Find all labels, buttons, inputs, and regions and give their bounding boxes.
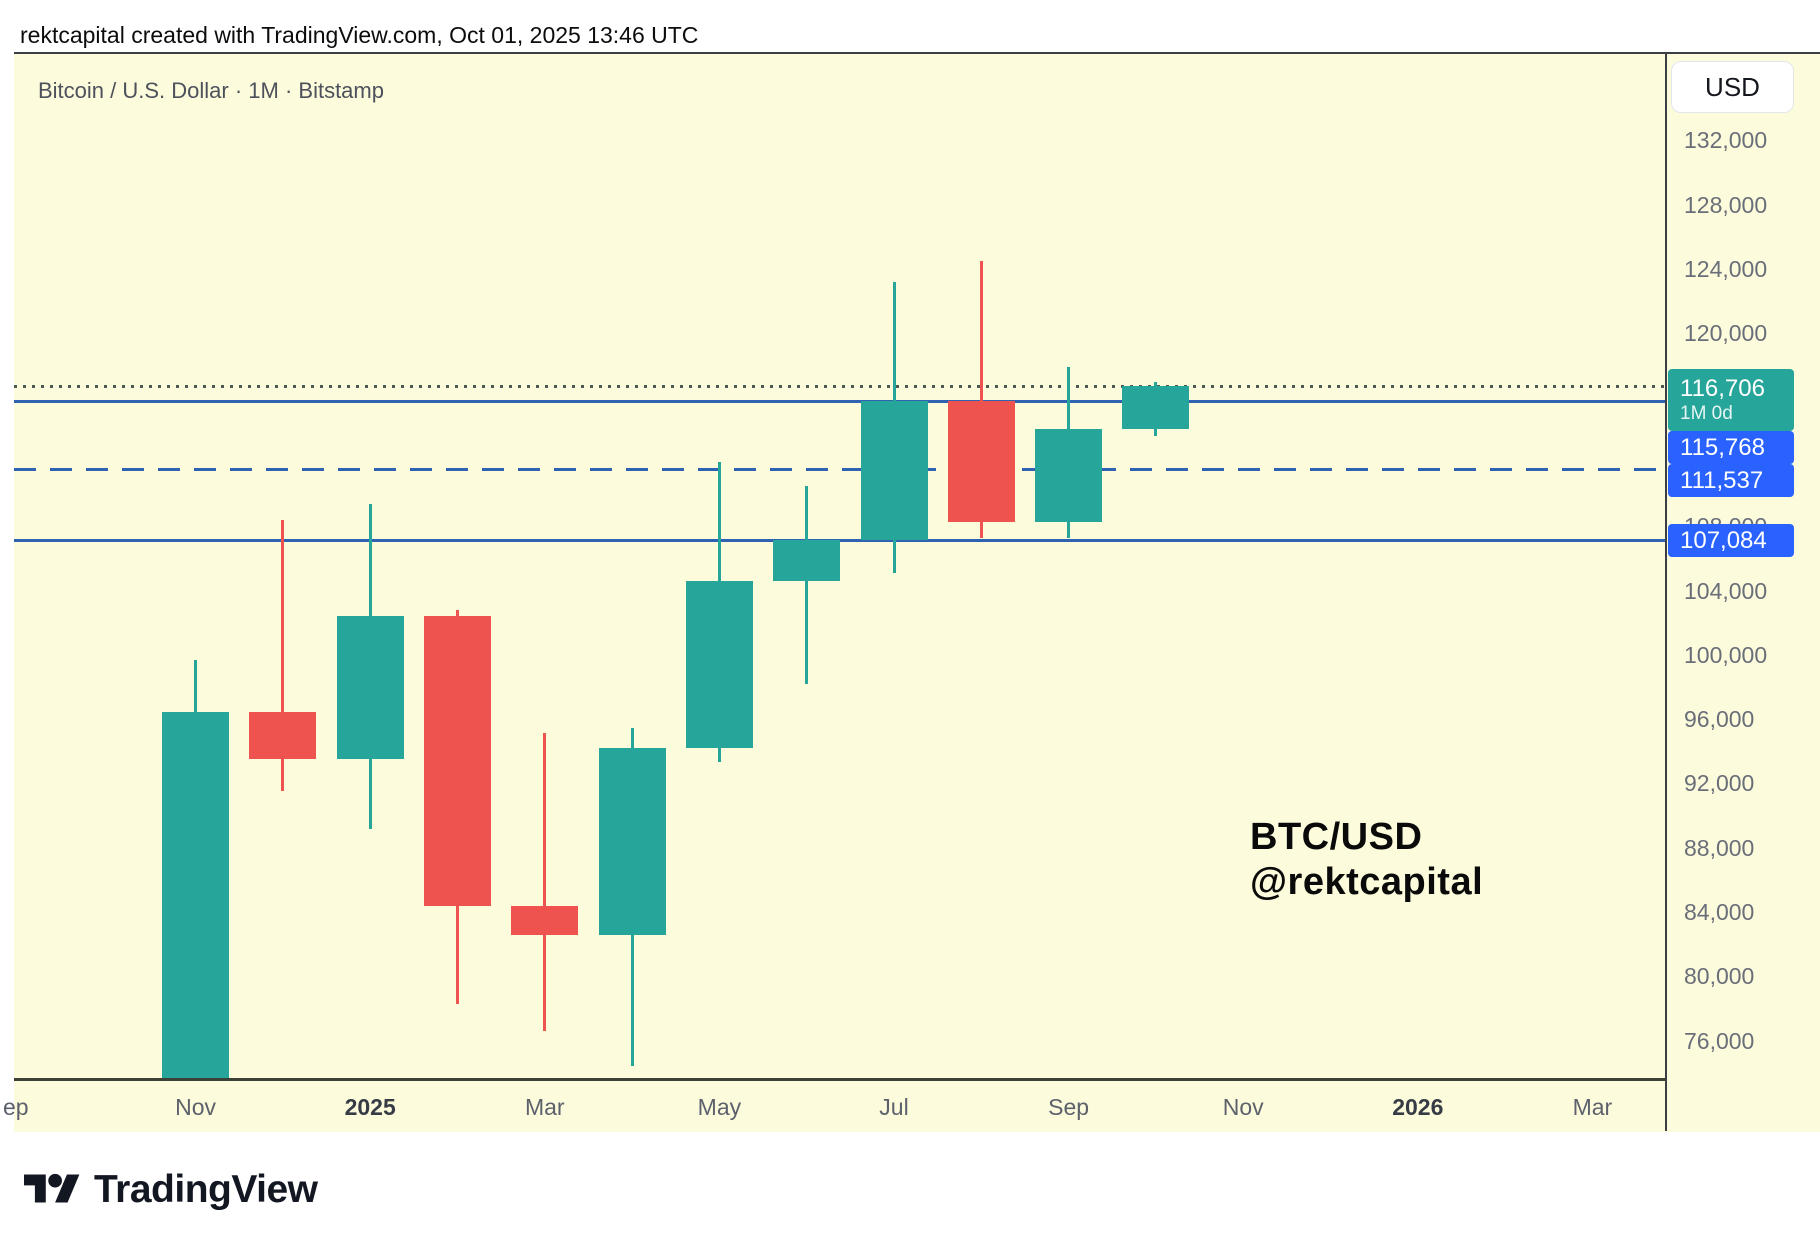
y-axis-label-132000: 132,000 xyxy=(1684,127,1768,154)
price-badge-value: 111,537 xyxy=(1680,466,1764,494)
candle-wick-jun-2025 xyxy=(805,485,809,684)
candle-body-jun-2025 xyxy=(773,540,841,581)
x-axis-label-may: May xyxy=(697,1094,742,1120)
symbol-title: Bitcoin / U.S. Dollar · 1M · Bitstamp xyxy=(38,78,384,103)
y-axis-label-124000: 124,000 xyxy=(1684,255,1768,282)
chart-background xyxy=(14,52,1820,1132)
x-axis-label-nov: Nov xyxy=(1222,1094,1264,1120)
candle-wick-aug-2025 xyxy=(979,261,983,538)
x-axis-label-jul: Jul xyxy=(879,1094,909,1120)
y-axis-label-104000: 104,000 xyxy=(1684,577,1768,604)
time-axis-line xyxy=(14,1078,1666,1081)
price-badge-115768: 115,768 xyxy=(1668,431,1794,465)
candle-body-feb-2025 xyxy=(424,616,491,906)
level-line-115768[interactable] xyxy=(14,399,1666,403)
x-axis-label-2025: 2025 xyxy=(344,1094,396,1120)
y-axis-label-80000: 80,000 xyxy=(1684,963,1755,990)
y-axis-label-128000: 128,000 xyxy=(1684,191,1768,218)
watermark: BTC/USD @rektcapital xyxy=(1250,815,1483,905)
x-axis-label-mar: Mar xyxy=(1572,1094,1613,1120)
price-badge-countdown: 1M 0d xyxy=(1680,403,1733,425)
y-axis-label-96000: 96,000 xyxy=(1684,706,1755,733)
candle-wick-dec-2024 xyxy=(281,520,285,791)
x-axis-label-ep: ep xyxy=(3,1094,29,1120)
tradingview-wordmark[interactable]: TradingView xyxy=(94,1168,318,1211)
x-axis-label-sep: Sep xyxy=(1048,1094,1090,1120)
y-axis-label-120000: 120,000 xyxy=(1684,320,1768,347)
tradingview-logo-icon[interactable] xyxy=(24,1168,80,1212)
candle-body-may-2025 xyxy=(685,580,753,748)
price-axis-separator xyxy=(1665,52,1667,1131)
candle-wick-mar-2025 xyxy=(543,732,547,1031)
x-axis-label-2026: 2026 xyxy=(1392,1094,1444,1120)
candle-body-jul-2025 xyxy=(860,401,928,541)
candle-body-oct-2025 xyxy=(1122,386,1190,429)
price-badge-116706: 116,706 1M 0d xyxy=(1668,369,1794,432)
candle-body-aug-2025 xyxy=(947,401,1015,523)
level-line-111537[interactable] xyxy=(14,467,1666,471)
y-axis-label-76000: 76,000 xyxy=(1684,1027,1755,1054)
attribution-text: rektcapital created with TradingView.com… xyxy=(20,22,699,48)
last-price-line xyxy=(14,384,1666,388)
y-axis-label-84000: 84,000 xyxy=(1684,899,1755,926)
y-axis-label-88000: 88,000 xyxy=(1684,834,1755,861)
watermark-symbol: BTC/USD xyxy=(1250,816,1423,858)
currency-usd-label: USD xyxy=(1705,71,1760,102)
watermark-handle: @rektcapital xyxy=(1250,861,1484,903)
y-axis-label-92000: 92,000 xyxy=(1684,770,1755,797)
y-axis-label-100000: 100,000 xyxy=(1684,641,1768,668)
footer: TradingView xyxy=(24,1168,318,1212)
candle-body-jan-2025 xyxy=(336,616,404,759)
candle-body-dec-2024 xyxy=(249,712,317,759)
x-axis-label-nov: Nov xyxy=(175,1094,217,1120)
candle-body-mar-2025 xyxy=(511,905,579,936)
x-axis-label-mar: Mar xyxy=(524,1094,565,1120)
price-badge-107084: 107,084 xyxy=(1668,524,1794,558)
candle-body-nov-2024 xyxy=(162,712,230,1080)
price-badge-value: 115,768 xyxy=(1680,433,1765,461)
price-badge-value: 107,084 xyxy=(1680,526,1767,554)
candle-body-sep-2025 xyxy=(1035,428,1103,523)
currency-usd-button[interactable]: USD xyxy=(1671,61,1794,113)
price-badge-value: 116,706 xyxy=(1680,375,1765,403)
price-badge-111537: 111,537 xyxy=(1668,464,1794,498)
candle-body-apr-2025 xyxy=(598,747,666,936)
